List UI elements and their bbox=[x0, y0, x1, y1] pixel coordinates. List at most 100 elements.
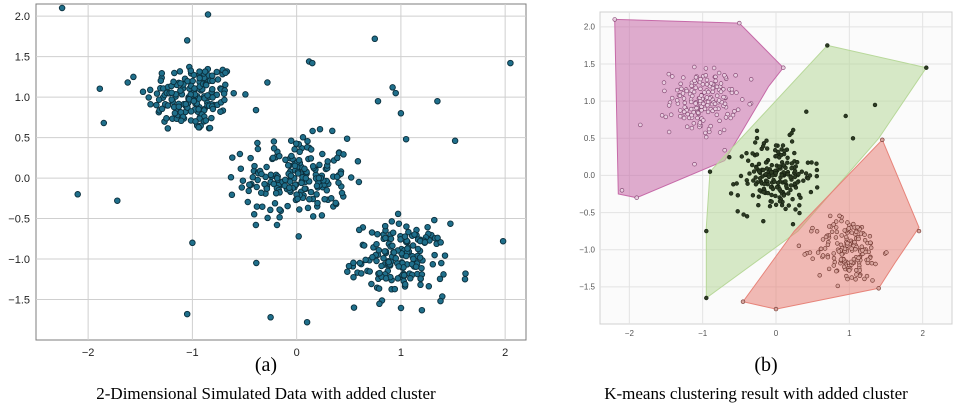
data-point bbox=[744, 214, 750, 219]
outlier-point bbox=[264, 79, 271, 86]
data-point bbox=[781, 193, 787, 198]
data-point bbox=[860, 248, 865, 253]
data-point bbox=[668, 112, 674, 117]
data-point bbox=[666, 103, 672, 108]
y-tick-label: 1.5 bbox=[15, 51, 30, 63]
data-point bbox=[258, 170, 265, 178]
data-point bbox=[796, 192, 802, 198]
data-point bbox=[294, 170, 302, 177]
data-point bbox=[239, 177, 247, 184]
x-tick-label: −1 bbox=[186, 347, 199, 359]
data-point bbox=[827, 213, 833, 219]
outlier-point bbox=[183, 310, 191, 318]
data-point bbox=[209, 85, 216, 93]
data-point bbox=[208, 72, 216, 79]
data-point bbox=[862, 232, 867, 237]
data-point bbox=[837, 213, 842, 219]
data-point bbox=[825, 255, 831, 260]
data-point bbox=[273, 175, 281, 182]
data-point bbox=[291, 146, 298, 153]
data-point bbox=[846, 226, 851, 231]
data-point bbox=[786, 203, 791, 208]
outlier-point bbox=[309, 59, 316, 67]
outlier-point bbox=[58, 4, 66, 12]
data-point bbox=[779, 173, 784, 178]
data-point bbox=[789, 166, 794, 171]
data-point bbox=[834, 269, 839, 274]
y-tick-label: −1.5 bbox=[579, 283, 595, 292]
data-point bbox=[214, 76, 222, 83]
data-point bbox=[168, 96, 175, 103]
data-point bbox=[728, 191, 734, 196]
data-point bbox=[313, 191, 320, 198]
data-point bbox=[735, 193, 740, 198]
data-point bbox=[803, 171, 809, 176]
data-point bbox=[253, 183, 260, 191]
data-point bbox=[375, 285, 383, 292]
data-point bbox=[841, 264, 847, 269]
data-point bbox=[217, 108, 224, 115]
data-point bbox=[716, 70, 722, 76]
data-point bbox=[716, 98, 722, 103]
data-point bbox=[729, 87, 735, 92]
data-point bbox=[835, 283, 840, 289]
outlier-point bbox=[707, 169, 713, 174]
data-point bbox=[334, 154, 341, 162]
data-point bbox=[246, 181, 253, 188]
data-point bbox=[692, 78, 697, 84]
data-point bbox=[276, 214, 283, 221]
data-point bbox=[814, 229, 820, 234]
data-point bbox=[769, 170, 774, 175]
data-point bbox=[191, 85, 198, 92]
data-point bbox=[236, 150, 244, 158]
data-point bbox=[814, 167, 820, 173]
data-point bbox=[252, 106, 260, 114]
data-point bbox=[177, 87, 184, 94]
data-point bbox=[220, 90, 228, 97]
y-tick-labels-a: −1.5 −1.0 −0.5 0.0 0.5 1.0 1.5 2.0 bbox=[8, 11, 30, 306]
data-point bbox=[282, 156, 289, 164]
data-point bbox=[815, 250, 821, 255]
x-tick-label: 0 bbox=[294, 347, 300, 359]
data-point bbox=[409, 242, 417, 249]
data-point bbox=[360, 242, 368, 249]
data-point bbox=[395, 220, 403, 227]
outlier-point bbox=[876, 286, 881, 291]
data-point bbox=[718, 81, 724, 86]
data-point bbox=[714, 84, 720, 90]
data-point bbox=[405, 228, 412, 236]
outlier-point bbox=[295, 233, 302, 240]
data-point bbox=[831, 251, 836, 256]
data-point bbox=[270, 145, 278, 152]
data-point bbox=[756, 169, 762, 174]
outlier-point bbox=[499, 237, 507, 245]
data-point bbox=[354, 158, 362, 165]
data-point bbox=[670, 74, 675, 79]
data-point bbox=[734, 90, 739, 95]
data-point bbox=[753, 175, 758, 180]
data-point bbox=[693, 101, 698, 106]
data-point bbox=[296, 206, 303, 213]
data-point bbox=[750, 151, 755, 156]
data-point bbox=[762, 181, 767, 187]
data-point bbox=[864, 273, 870, 279]
outlier-point bbox=[183, 37, 191, 44]
data-point bbox=[747, 171, 752, 176]
outlier-point bbox=[462, 270, 469, 277]
data-point bbox=[682, 100, 687, 106]
data-point bbox=[845, 276, 850, 282]
data-point bbox=[222, 69, 229, 77]
outlier-point bbox=[825, 43, 830, 48]
data-point bbox=[744, 178, 749, 183]
data-point bbox=[249, 174, 257, 181]
data-point bbox=[776, 155, 782, 160]
data-point bbox=[276, 206, 283, 213]
data-point bbox=[130, 73, 137, 81]
data-point bbox=[368, 229, 376, 236]
data-point bbox=[853, 247, 858, 252]
data-point bbox=[790, 197, 795, 202]
data-point bbox=[245, 187, 252, 195]
outlier-point bbox=[773, 306, 779, 312]
data-point bbox=[316, 125, 324, 133]
x-tick-label: 1 bbox=[398, 347, 404, 359]
